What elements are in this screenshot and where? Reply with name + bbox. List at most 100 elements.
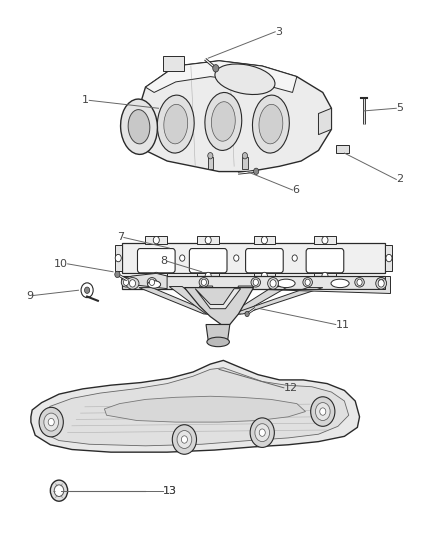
PathPatch shape bbox=[122, 273, 167, 289]
Ellipse shape bbox=[164, 104, 188, 144]
Ellipse shape bbox=[376, 278, 386, 287]
Text: 9: 9 bbox=[26, 290, 33, 301]
Text: 8: 8 bbox=[160, 256, 167, 266]
FancyBboxPatch shape bbox=[246, 248, 283, 273]
Circle shape bbox=[149, 279, 155, 286]
Ellipse shape bbox=[277, 279, 295, 288]
Circle shape bbox=[305, 279, 310, 286]
Circle shape bbox=[250, 418, 274, 447]
Circle shape bbox=[153, 237, 159, 244]
Ellipse shape bbox=[268, 278, 279, 289]
PathPatch shape bbox=[200, 286, 219, 314]
Text: 6: 6 bbox=[293, 185, 300, 195]
Polygon shape bbox=[124, 124, 133, 140]
Polygon shape bbox=[198, 273, 219, 280]
Circle shape bbox=[213, 64, 219, 72]
Circle shape bbox=[153, 272, 159, 280]
Circle shape bbox=[254, 168, 259, 174]
Ellipse shape bbox=[121, 278, 131, 287]
Circle shape bbox=[115, 271, 120, 278]
Circle shape bbox=[54, 485, 64, 496]
Text: 2: 2 bbox=[396, 174, 403, 184]
Circle shape bbox=[292, 255, 297, 261]
FancyBboxPatch shape bbox=[306, 248, 344, 273]
Polygon shape bbox=[198, 237, 219, 244]
Polygon shape bbox=[145, 273, 167, 280]
PathPatch shape bbox=[184, 288, 254, 325]
PathPatch shape bbox=[133, 61, 332, 172]
Text: 1: 1 bbox=[82, 95, 89, 106]
PathPatch shape bbox=[104, 396, 305, 422]
Circle shape bbox=[205, 272, 211, 280]
Polygon shape bbox=[314, 237, 336, 244]
PathPatch shape bbox=[230, 287, 288, 314]
Ellipse shape bbox=[215, 64, 275, 94]
Bar bbox=[208, 157, 213, 169]
Polygon shape bbox=[314, 273, 336, 280]
Circle shape bbox=[130, 280, 135, 287]
Circle shape bbox=[50, 480, 67, 501]
Circle shape bbox=[177, 431, 192, 448]
Text: 13: 13 bbox=[163, 486, 177, 496]
Circle shape bbox=[81, 283, 93, 297]
Ellipse shape bbox=[376, 278, 387, 289]
Polygon shape bbox=[254, 237, 275, 244]
Circle shape bbox=[261, 272, 268, 280]
Polygon shape bbox=[122, 276, 385, 289]
Ellipse shape bbox=[157, 95, 194, 153]
PathPatch shape bbox=[228, 286, 254, 314]
FancyBboxPatch shape bbox=[138, 248, 175, 273]
Circle shape bbox=[255, 424, 270, 442]
Circle shape bbox=[205, 237, 211, 244]
Circle shape bbox=[201, 279, 206, 286]
Circle shape bbox=[39, 407, 64, 437]
Circle shape bbox=[253, 279, 258, 286]
Ellipse shape bbox=[126, 278, 139, 289]
FancyBboxPatch shape bbox=[189, 248, 227, 273]
Circle shape bbox=[322, 237, 328, 244]
Circle shape bbox=[172, 425, 197, 454]
Text: 13: 13 bbox=[163, 486, 177, 496]
Ellipse shape bbox=[128, 110, 150, 144]
PathPatch shape bbox=[39, 368, 349, 446]
Ellipse shape bbox=[120, 99, 157, 155]
Ellipse shape bbox=[303, 278, 312, 287]
Polygon shape bbox=[254, 273, 275, 280]
Ellipse shape bbox=[251, 278, 261, 287]
Circle shape bbox=[48, 418, 54, 426]
Circle shape bbox=[181, 436, 187, 443]
Ellipse shape bbox=[259, 104, 283, 144]
Polygon shape bbox=[318, 108, 332, 135]
Text: 3: 3 bbox=[275, 27, 282, 37]
PathPatch shape bbox=[232, 288, 323, 314]
Circle shape bbox=[315, 402, 330, 421]
Text: 12: 12 bbox=[284, 383, 298, 393]
Polygon shape bbox=[115, 245, 122, 271]
Polygon shape bbox=[206, 325, 230, 341]
Circle shape bbox=[322, 272, 328, 280]
Polygon shape bbox=[163, 55, 184, 71]
Polygon shape bbox=[145, 237, 167, 244]
Circle shape bbox=[124, 279, 129, 286]
Circle shape bbox=[261, 237, 268, 244]
Circle shape bbox=[180, 255, 185, 261]
Ellipse shape bbox=[331, 279, 349, 288]
Ellipse shape bbox=[207, 337, 230, 346]
Circle shape bbox=[85, 287, 90, 293]
PathPatch shape bbox=[139, 288, 215, 314]
Circle shape bbox=[234, 255, 239, 261]
Circle shape bbox=[259, 429, 265, 437]
PathPatch shape bbox=[31, 360, 360, 452]
PathPatch shape bbox=[145, 61, 297, 92]
Circle shape bbox=[115, 254, 121, 262]
Circle shape bbox=[320, 408, 326, 415]
Text: 7: 7 bbox=[117, 232, 124, 243]
Circle shape bbox=[245, 311, 249, 317]
Text: 11: 11 bbox=[336, 319, 350, 329]
PathPatch shape bbox=[262, 276, 390, 293]
PathPatch shape bbox=[195, 289, 240, 309]
Circle shape bbox=[44, 413, 59, 431]
Ellipse shape bbox=[252, 95, 290, 153]
Ellipse shape bbox=[205, 93, 242, 150]
Circle shape bbox=[242, 152, 247, 159]
